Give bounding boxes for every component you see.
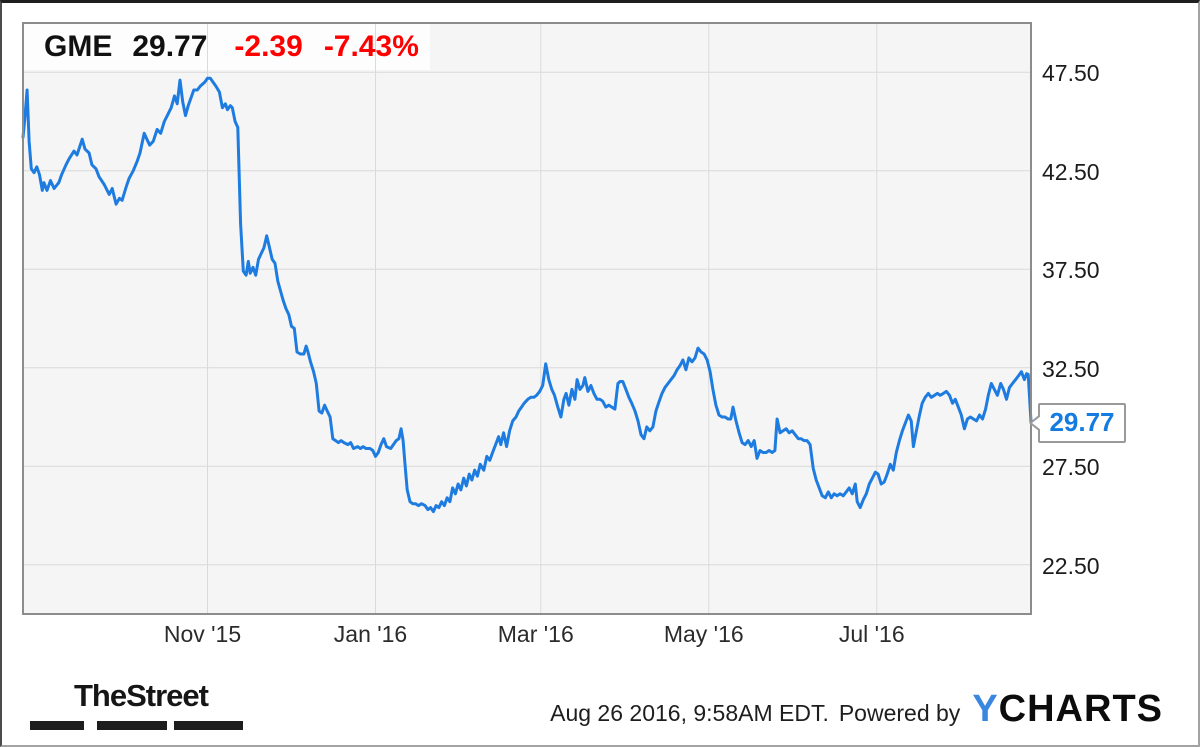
thestreet-logo-bars <box>30 721 243 730</box>
y-tick-label: 47.50 <box>1042 60 1100 87</box>
chart-legend: GME 29.77 -2.39 -7.43% <box>44 30 419 64</box>
last-price-callout: 29.77 <box>1029 402 1126 443</box>
price-change-percent: -7.43% <box>323 30 419 63</box>
thestreet-wordmark: TheStreet <box>74 678 209 713</box>
y-tick-label: 22.50 <box>1042 552 1100 579</box>
y-tick-label: 27.50 <box>1042 454 1100 481</box>
price-line <box>21 76 1033 514</box>
ticker-symbol: GME <box>44 30 113 63</box>
x-tick-label: Nov '15 <box>163 621 242 647</box>
ycharts-logo-charts: CHARTS <box>998 688 1163 730</box>
y-tick-label: 32.50 <box>1042 355 1100 382</box>
x-tick-label: May '16 <box>663 621 744 647</box>
stock-chart <box>21 22 1033 615</box>
ycharts-logo: YCHARTS <box>972 688 1163 731</box>
x-tick-label: Mar '16 <box>497 621 574 647</box>
last-price: 29.77 <box>132 30 208 63</box>
chart-timestamp: Aug 26 2016, 9:58AM EDT. <box>550 700 829 726</box>
ycharts-logo-y: Y <box>972 688 999 730</box>
callout-value: 29.77 <box>1049 407 1115 438</box>
chart-attribution: Aug 26 2016, 9:58AM EDT. Powered by YCHA… <box>550 688 1163 731</box>
powered-by-label: Powered by <box>838 700 961 726</box>
x-tick-label: Jan '16 <box>333 621 408 647</box>
thestreet-logo: TheStreet <box>30 679 243 730</box>
price-change: -2.39 <box>234 30 303 63</box>
x-tick-label: Jul '16 <box>838 621 905 647</box>
y-tick-label: 42.50 <box>1042 158 1100 185</box>
y-tick-label: 37.50 <box>1042 257 1100 284</box>
